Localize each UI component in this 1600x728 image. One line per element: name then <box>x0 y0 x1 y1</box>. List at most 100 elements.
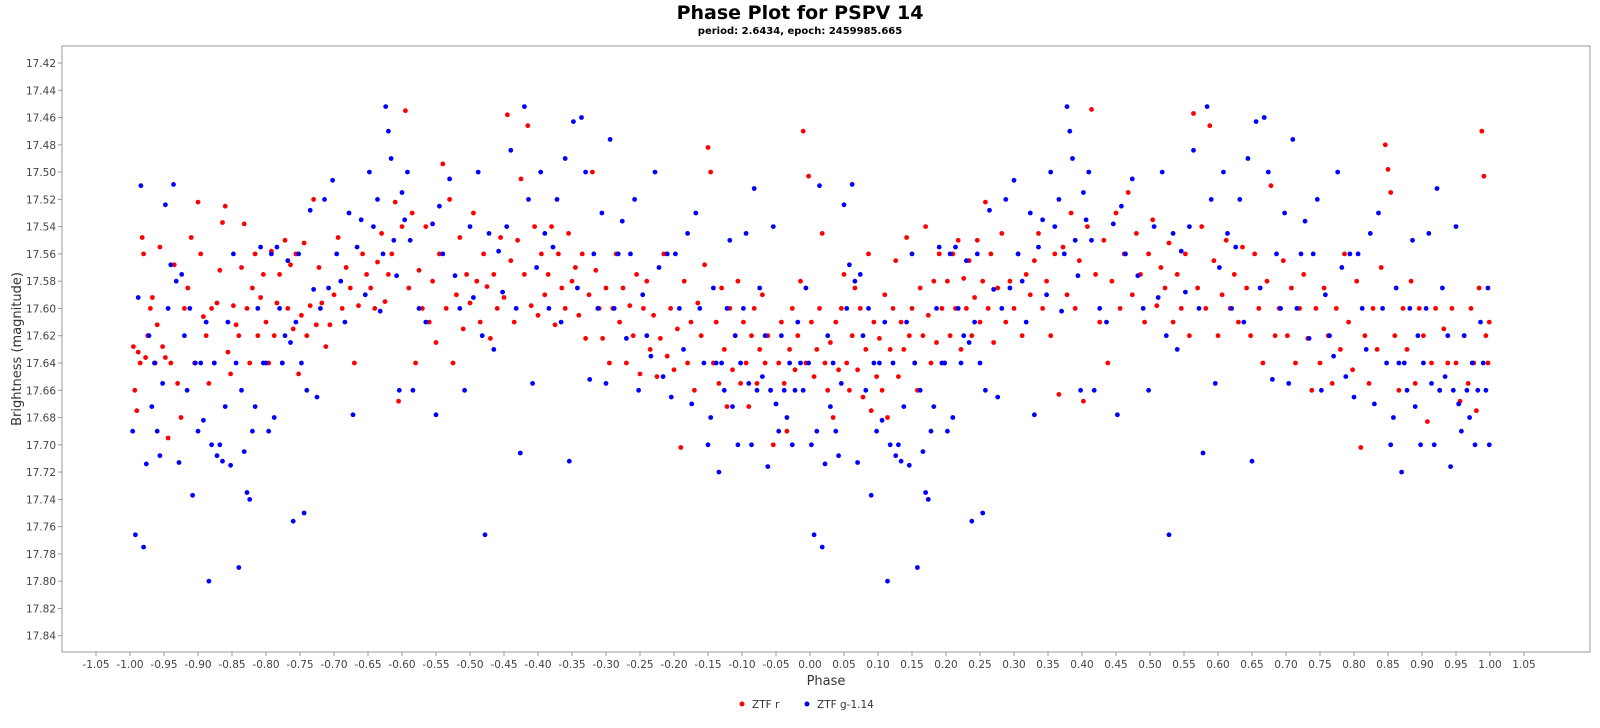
ztf-r-point <box>743 360 749 366</box>
ztf-r-point <box>841 272 847 277</box>
ztf-g-point <box>1044 292 1049 298</box>
ztf-r-point <box>288 262 293 268</box>
x-tick-label: -0.20 <box>660 659 687 671</box>
ztf-g-point <box>749 442 754 448</box>
ztf-r-point <box>168 360 174 366</box>
x-tick-label: 0.60 <box>1206 659 1229 671</box>
ztf-r-point <box>252 251 258 257</box>
ztf-g-point <box>517 450 523 456</box>
ztf-g-point <box>1032 412 1037 418</box>
ztf-g-point <box>806 360 811 366</box>
ztf-r-point <box>1346 319 1351 325</box>
ztf-g-point <box>1372 401 1377 407</box>
ztf-r-point <box>1105 360 1111 366</box>
ztf-g-point <box>1327 333 1332 339</box>
ztf-g-point <box>209 442 215 448</box>
ztf-g-point <box>546 306 552 311</box>
ztf-r-point <box>866 251 871 257</box>
ztf-g-point <box>746 381 752 386</box>
ztf-r-point <box>702 262 707 268</box>
ztf-r-point <box>678 445 684 450</box>
ztf-g-point <box>282 333 288 339</box>
ztf-r-point <box>1449 306 1455 311</box>
ztf-g-point <box>730 404 735 409</box>
ztf-g-point <box>792 387 798 393</box>
ztf-g-point <box>220 458 225 464</box>
ztf-g-point <box>1453 224 1459 230</box>
ztf-g-point <box>770 224 776 230</box>
ztf-g-point <box>603 381 609 386</box>
ztf-r-point <box>1370 306 1376 311</box>
ztf-g-point <box>1089 237 1094 243</box>
ztf-r-point <box>738 381 743 386</box>
ztf-g-point <box>133 532 138 538</box>
x-tick-label: 0.50 <box>1138 659 1161 671</box>
y-tick-label: 17.74 <box>26 494 56 506</box>
ztf-g-point <box>462 387 467 393</box>
ztf-g-point <box>906 462 912 468</box>
ztf-g-point <box>1221 169 1226 175</box>
ztf-g-point <box>1351 394 1357 400</box>
ztf-r-point <box>360 251 365 257</box>
ztf-g-point <box>1396 360 1402 366</box>
ztf-g-point <box>269 251 274 257</box>
ztf-r-point <box>1236 319 1241 325</box>
ztf-r-point <box>751 306 757 311</box>
ztf-g-point <box>828 404 833 409</box>
ztf-g-point <box>457 306 463 311</box>
ztf-r-point <box>460 326 466 332</box>
ztf-g-point <box>198 360 204 366</box>
ztf-g-point <box>1270 377 1275 382</box>
ztf-g-point <box>168 262 174 268</box>
ztf-r-point <box>250 285 255 291</box>
ztf-g-point <box>1151 224 1157 230</box>
x-tick-label: 0.45 <box>1104 659 1127 671</box>
ztf-r-point <box>467 300 473 306</box>
ztf-g-point <box>579 115 584 120</box>
ztf-r-point <box>1404 347 1410 352</box>
plot-area <box>61 45 1591 653</box>
ztf-g-point <box>727 237 733 243</box>
ztf-g-point <box>182 333 187 339</box>
ztf-r-point <box>1219 292 1225 298</box>
ztf-r-point <box>301 240 307 246</box>
ztf-g-point <box>711 285 716 291</box>
y-tick-label: 17.54 <box>26 222 56 234</box>
ztf-r-point <box>182 306 187 311</box>
x-tick-label: 0.85 <box>1376 659 1399 671</box>
ztf-r-point <box>471 210 476 216</box>
ztf-g-point <box>513 306 519 311</box>
ztf-r-point <box>148 306 153 311</box>
ztf-g-point <box>1461 333 1467 339</box>
ztf-g-point <box>318 306 323 311</box>
ztf-r-point <box>217 267 223 273</box>
ztf-r-point <box>1293 360 1298 366</box>
ztf-g-point <box>803 285 809 291</box>
ztf-r-point <box>1248 333 1253 339</box>
ztf-g-point <box>795 319 801 325</box>
ztf-r-point <box>857 306 863 311</box>
ztf-g-point <box>599 210 605 216</box>
y-tick-label: 17.64 <box>26 358 56 370</box>
ztf-g-point <box>135 295 141 300</box>
x-tick-label: -0.45 <box>490 659 517 671</box>
ztf-g-point <box>587 377 593 382</box>
ztf-r-point <box>828 340 833 345</box>
y-tick-label: 17.82 <box>26 603 56 615</box>
ztf-g-point <box>817 183 822 189</box>
ztf-g-point <box>526 197 531 202</box>
ztf-r-point <box>1392 333 1398 339</box>
ztf-g-point <box>1335 169 1341 175</box>
ztf-g-point <box>983 387 988 393</box>
ztf-r-point <box>409 210 415 216</box>
ztf-g-point <box>1399 469 1404 475</box>
ztf-r-point <box>716 381 722 386</box>
ztf-g-point <box>479 333 485 339</box>
ztf-r-point <box>542 292 548 298</box>
ztf-r-point <box>1453 360 1459 366</box>
ztf-r-point <box>1215 333 1221 339</box>
ztf-g-point <box>1412 404 1418 409</box>
ztf-r-point <box>440 161 446 167</box>
ztf-g-point <box>296 251 301 257</box>
ztf-g-point <box>1067 128 1073 134</box>
